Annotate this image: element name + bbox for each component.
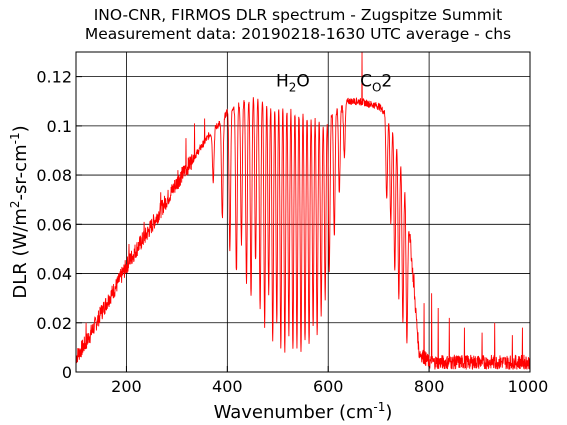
band-annotation: CO2 (360, 72, 392, 95)
y-axis-label: DLR (W/m2-sr-cm-1) (8, 125, 31, 298)
x-tick-label: 1000 (508, 377, 549, 396)
band-annotation: H2O (276, 72, 310, 95)
y-tick-label: 0.02 (36, 314, 72, 333)
y-tick-label: 0.1 (47, 117, 72, 136)
y-tick-label: 0.08 (36, 166, 72, 185)
dlr-series-line (75, 51, 531, 370)
band-annotations: H2O CO2 (276, 72, 392, 95)
plot-frame (75, 51, 531, 373)
grid-lines (76, 52, 530, 372)
y-tick-label: 0 (62, 363, 72, 382)
spectrum-series (75, 51, 531, 370)
y-axis-ticks: 0 0.02 0.04 0.06 0.08 0.1 0.12 (36, 68, 82, 382)
y-tick-label: 0.04 (36, 265, 72, 284)
x-tick-label: 200 (111, 377, 142, 396)
x-axis-label: Wavenumber (cm-1) (214, 400, 393, 423)
chart-title: INO-CNR, FIRMOS DLR spectrum - Zugspitze… (94, 6, 503, 24)
x-tick-label: 400 (212, 377, 243, 396)
chart-subtitle: Measurement data: 20190218-1630 UTC aver… (85, 25, 511, 43)
y-tick-label: 0.06 (36, 215, 72, 234)
x-tick-label: 600 (313, 377, 344, 396)
x-axis-ticks: 200 400 600 800 1000 (111, 366, 548, 396)
x-tick-label: 800 (414, 377, 445, 396)
y-tick-label: 0.12 (36, 68, 72, 87)
